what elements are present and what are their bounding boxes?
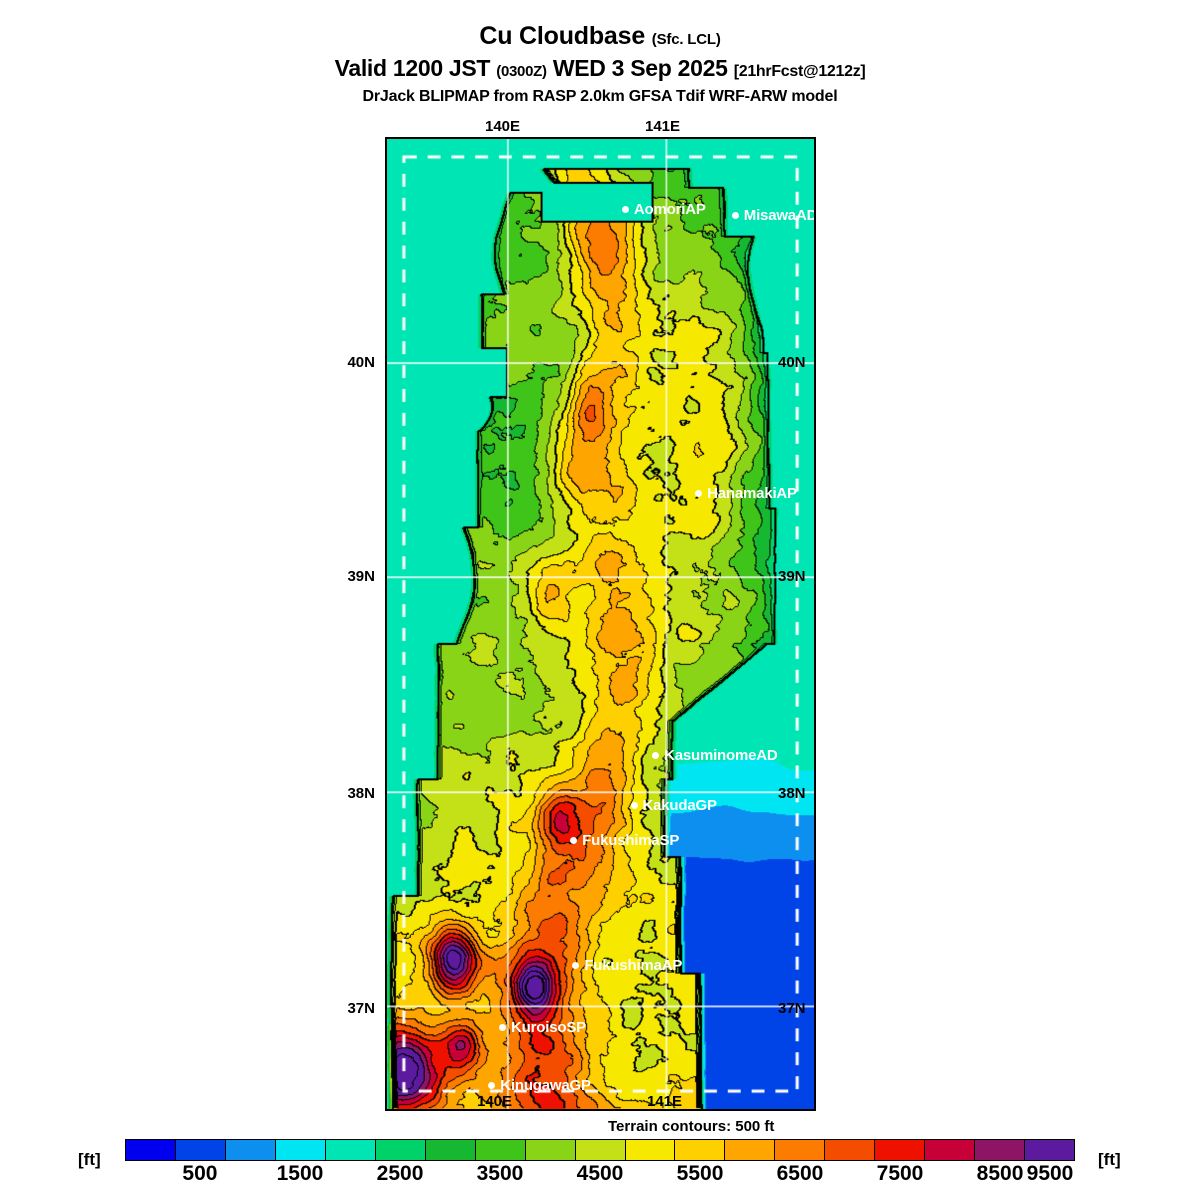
colorbar-segment bbox=[375, 1140, 426, 1160]
station-marker[interactable]: HanamakiAP bbox=[695, 485, 797, 503]
colorbar-tick: 6500 bbox=[776, 1162, 824, 1185]
station-dot-icon bbox=[630, 802, 638, 810]
forecast-hour: [21hrFcst@1212z] bbox=[733, 63, 866, 80]
station-dot-icon bbox=[499, 1023, 507, 1031]
colorbar-legend: [ft] 500 1500 2500 3500 4500 5500 6500 7500 8500… bbox=[0, 1136, 1200, 1200]
colorbar-tick: 5500 bbox=[676, 1162, 724, 1185]
lat-label-right-40n: 40N bbox=[778, 354, 806, 371]
lon-label-top-141e: 141E bbox=[645, 118, 681, 135]
colorbar-segment bbox=[875, 1140, 926, 1160]
map-raster-canvas bbox=[387, 139, 814, 1109]
colorbar-segment bbox=[825, 1140, 876, 1160]
station-label: AomoriAP bbox=[633, 201, 706, 219]
colorbar-segment bbox=[175, 1140, 226, 1160]
station-label: MisawaAD bbox=[743, 207, 816, 225]
valid-local-time: Valid 1200 JST bbox=[334, 55, 491, 81]
colorbar-tick: 1500 bbox=[276, 1162, 324, 1185]
valid-time-line: Valid 1200 JST (0300Z) WED 3 Sep 2025 [2… bbox=[0, 57, 1200, 80]
lat-label-left-37n: 37N bbox=[347, 1000, 375, 1017]
colorbar-segment bbox=[675, 1140, 726, 1160]
lon-label-bottom-141e: 141E bbox=[647, 1093, 683, 1110]
forecast-map[interactable]: AomoriAP MisawaAD HanamakiAP KasuminomeAD Ka… bbox=[385, 137, 816, 1111]
station-marker[interactable]: KasuminomeAD bbox=[652, 746, 778, 765]
colorbar-segment bbox=[975, 1140, 1026, 1160]
colorbar-tick: 2500 bbox=[376, 1162, 424, 1185]
colorbar-segment bbox=[425, 1140, 476, 1160]
valid-utc-time: (0300Z) bbox=[496, 63, 547, 80]
model-source-line: DrJack BLIPMAP from RASP 2.0km GFSA Tdif… bbox=[362, 88, 838, 105]
colorbar-segment bbox=[225, 1140, 276, 1160]
station-marker[interactable]: FukushimaSP bbox=[570, 831, 679, 849]
station-dot-icon bbox=[488, 1082, 496, 1090]
colorbar-segment bbox=[575, 1140, 626, 1160]
station-dot-icon bbox=[570, 836, 578, 844]
terrain-contour-note: Terrain contours: 500 ft bbox=[608, 1118, 775, 1135]
title-main: Cu Cloudbase bbox=[479, 22, 646, 50]
station-label: FukushimaSP bbox=[582, 831, 680, 849]
station-label: KasuminomeAD bbox=[664, 746, 778, 764]
colorbar-tick: 3500 bbox=[476, 1162, 524, 1185]
lat-label-right-38n: 38N bbox=[778, 785, 806, 802]
lat-label-right-37n: 37N bbox=[778, 1000, 806, 1017]
station-marker[interactable]: FukushimaAP bbox=[572, 957, 682, 975]
station-dot-icon bbox=[572, 962, 580, 970]
station-dot-icon bbox=[652, 751, 660, 759]
colorbar-segment bbox=[126, 1140, 176, 1160]
colorbar-gradient[interactable] bbox=[125, 1139, 1075, 1161]
colorbar-segment bbox=[325, 1140, 376, 1160]
colorbar-segment bbox=[475, 1140, 526, 1160]
colorbar-segment bbox=[275, 1140, 326, 1160]
lon-label-top-140e: 140E bbox=[485, 118, 521, 135]
colorbar-segment bbox=[725, 1140, 776, 1160]
station-label: KuroisoSP bbox=[511, 1018, 586, 1036]
lat-label-left-39n: 39N bbox=[347, 568, 375, 585]
lat-label-left-38n: 38N bbox=[347, 785, 375, 802]
station-label: HanamakiAP bbox=[707, 484, 797, 502]
colorbar-segment bbox=[625, 1140, 676, 1160]
colorbar-tick-labels: 500 1500 2500 3500 4500 5500 6500 7500 8500 9500 bbox=[125, 1162, 1075, 1190]
station-label: KakudaGP bbox=[642, 797, 717, 815]
station-marker[interactable]: AomoriAP bbox=[621, 201, 706, 219]
colorbar-tick: 9500 bbox=[1026, 1162, 1074, 1185]
station-dot-icon bbox=[621, 206, 629, 214]
colorbar-segment bbox=[775, 1140, 826, 1160]
title-subscript: (Sfc. LCL) bbox=[651, 31, 721, 48]
station-marker[interactable]: MisawaAD bbox=[731, 207, 816, 225]
colorbar-tick: 7500 bbox=[876, 1162, 924, 1185]
station-marker[interactable]: KinugawaGP bbox=[488, 1077, 591, 1095]
valid-date: WED 3 Sep 2025 bbox=[552, 55, 728, 81]
colorbar-tick: 4500 bbox=[576, 1162, 624, 1185]
lat-label-left-40n: 40N bbox=[347, 354, 375, 371]
colorbar-segment bbox=[1025, 1140, 1075, 1160]
station-marker[interactable]: KakudaGP bbox=[630, 797, 717, 815]
station-dot-icon bbox=[731, 212, 739, 220]
page-title: Cu Cloudbase (Sfc. LCL) bbox=[0, 24, 1200, 49]
colorbar-tick: 8500 bbox=[976, 1162, 1024, 1185]
colorbar-segment bbox=[925, 1140, 976, 1160]
station-marker[interactable]: KuroisoSP bbox=[499, 1018, 586, 1036]
colorbar-unit-left: [ft] bbox=[78, 1150, 101, 1169]
lon-label-bottom-140e: 140E bbox=[477, 1093, 513, 1110]
title-block: Cu Cloudbase (Sfc. LCL) Valid 1200 JST (… bbox=[0, 24, 1200, 105]
station-dot-icon bbox=[695, 489, 703, 497]
colorbar-segment bbox=[525, 1140, 576, 1160]
station-label: FukushimaAP bbox=[584, 957, 683, 975]
colorbar-tick: 500 bbox=[182, 1162, 218, 1185]
lat-label-right-39n: 39N bbox=[778, 568, 806, 585]
station-label: KinugawaGP bbox=[500, 1077, 591, 1095]
colorbar-unit-right: [ft] bbox=[1098, 1150, 1121, 1169]
